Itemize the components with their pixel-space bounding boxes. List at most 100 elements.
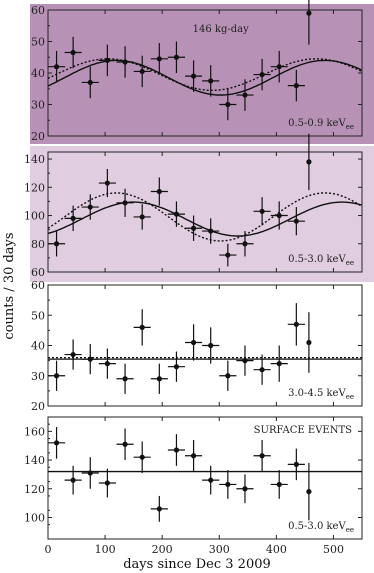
data-point: [81, 343, 99, 375]
data-marker: [208, 228, 214, 234]
data-point: [116, 188, 134, 217]
data-point: [81, 66, 99, 99]
data-point: [253, 354, 271, 385]
data-marker: [104, 480, 110, 486]
data-point: [287, 69, 305, 102]
data-point: [150, 177, 168, 206]
data-points: [48, 303, 312, 394]
energy-range-label: 0.5-0.9 keVee: [288, 118, 354, 131]
data-marker: [225, 373, 231, 379]
data-point: [150, 495, 168, 522]
data-point: [167, 41, 186, 73]
energy-range-label: 0.5-3.0 keVee: [288, 254, 354, 267]
data-points: [48, 427, 312, 522]
data-marker: [306, 159, 312, 165]
data-marker: [208, 78, 214, 84]
data-point: [219, 470, 237, 499]
panel-background: [30, 4, 374, 144]
data-marker: [306, 489, 312, 495]
y-tick-label: 20: [31, 400, 45, 413]
data-marker: [87, 204, 93, 210]
data-marker: [225, 252, 231, 258]
data-marker: [70, 351, 76, 358]
data-marker: [293, 218, 299, 224]
x-tick-label: 500: [323, 543, 344, 556]
data-marker: [190, 225, 197, 231]
dotted-fit-curve: [48, 58, 362, 91]
data-marker: [156, 376, 162, 382]
data-point: [150, 363, 168, 394]
y-tick-label: 40: [31, 67, 45, 80]
data-point: [253, 58, 271, 91]
data-point: [202, 218, 220, 244]
data-point: [116, 46, 134, 78]
data-point: [48, 50, 66, 83]
x-tick-label: 0: [45, 543, 52, 556]
data-marker: [242, 92, 248, 98]
panel-1: 20 30 40 50 60 146 kg-day 0.5-0.9 keVee: [30, 0, 374, 144]
y-tick-label: 60: [31, 4, 45, 17]
data-point: [98, 348, 116, 379]
data-marker: [306, 339, 312, 346]
y-tick-label: 140: [24, 454, 45, 467]
plot-frame: [47, 151, 363, 273]
data-marker: [139, 454, 145, 460]
data-point: [133, 309, 151, 346]
data-marker: [139, 214, 145, 220]
data-point: [185, 215, 203, 241]
data-marker: [259, 367, 265, 373]
data-point: [306, 133, 312, 191]
panel-4: 100 120 140 160 0 100 200 300 400 500 SURFACE EVEN…: [24, 416, 363, 556]
data-point: [236, 79, 254, 111]
data-marker: [70, 477, 76, 483]
data-marker: [225, 481, 231, 488]
data-point: [133, 441, 151, 473]
x-tick-label: 300: [209, 543, 230, 556]
y-tick-label: 100: [24, 210, 45, 223]
data-point: [306, 0, 312, 45]
data-marker: [259, 208, 265, 214]
data-marker: [276, 212, 282, 219]
y-axis-label: counts / 30 days: [2, 232, 17, 339]
data-marker: [190, 339, 197, 346]
data-point: [253, 197, 271, 226]
x-axis-label: days since Dec 3 2009: [123, 557, 271, 572]
y-tick-label: 30: [31, 99, 45, 112]
data-marker: [53, 64, 60, 70]
panel-2: 60 80 100 120 140 0.5-3.0 keVee: [24, 133, 374, 282]
x-tick-label: 400: [266, 543, 287, 556]
y-tick-label: 100: [24, 511, 45, 524]
data-marker: [104, 361, 110, 367]
data-point: [48, 360, 66, 391]
data-point: [306, 312, 312, 373]
data-marker: [242, 486, 248, 492]
data-marker: [87, 356, 93, 362]
data-marker: [156, 188, 162, 195]
data-points: [48, 133, 312, 267]
model-curves: [48, 58, 362, 96]
data-point: [185, 439, 203, 472]
data-point: [236, 345, 254, 376]
data-marker: [242, 358, 248, 364]
data-point: [64, 205, 82, 232]
data-point: [167, 434, 186, 466]
data-marker: [225, 101, 231, 108]
data-point: [133, 204, 151, 230]
data-marker: [139, 324, 145, 330]
data-point: [270, 201, 288, 230]
data-point: [185, 60, 203, 92]
data-marker: [242, 241, 248, 247]
data-point: [287, 448, 305, 481]
data-marker: [276, 64, 282, 70]
data-point: [167, 201, 186, 227]
energy-range-label: 0.5-3.0 keVee: [288, 521, 354, 534]
data-point: [98, 468, 116, 498]
data-point: [150, 43, 168, 75]
data-marker: [190, 73, 197, 79]
data-marker: [70, 215, 76, 221]
y-tick-label: 30: [31, 370, 45, 383]
y-tick-label: 40: [31, 340, 45, 353]
data-point: [202, 327, 220, 364]
data-marker: [173, 447, 180, 453]
